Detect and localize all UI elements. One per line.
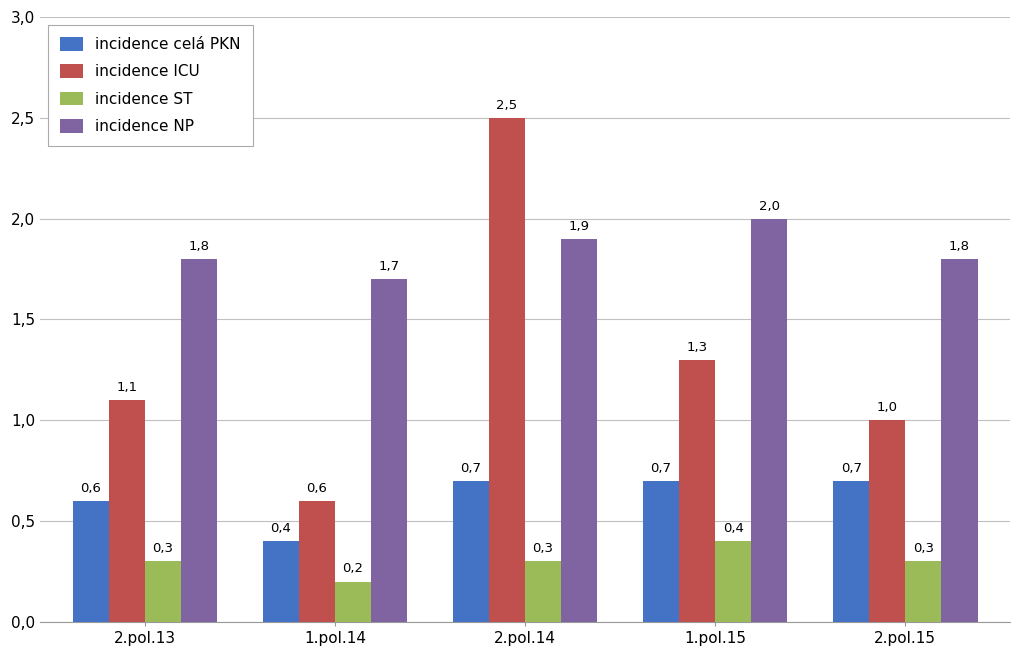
Bar: [262, 541, 299, 622]
Bar: [941, 259, 977, 622]
Text: 0,4: 0,4: [271, 522, 291, 535]
Bar: [869, 420, 906, 622]
Bar: [72, 501, 108, 622]
Bar: [489, 118, 525, 622]
Text: 0,3: 0,3: [152, 542, 174, 555]
Text: 0,4: 0,4: [723, 522, 743, 535]
Text: 0,6: 0,6: [81, 482, 101, 495]
Text: 0,2: 0,2: [342, 562, 363, 576]
Text: 1,9: 1,9: [569, 220, 590, 233]
Text: 2,5: 2,5: [496, 99, 518, 112]
Text: 2,0: 2,0: [759, 200, 780, 213]
Bar: [679, 360, 715, 622]
Text: 1,7: 1,7: [379, 260, 399, 273]
Bar: [562, 239, 597, 622]
Legend: incidence celá PKN, incidence ICU, incidence ST, incidence NP: incidence celá PKN, incidence ICU, incid…: [48, 25, 253, 146]
Text: 0,7: 0,7: [650, 462, 672, 475]
Bar: [452, 481, 489, 622]
Bar: [751, 219, 787, 622]
Text: 1,3: 1,3: [686, 341, 708, 353]
Text: 1,8: 1,8: [189, 240, 209, 253]
Bar: [299, 501, 335, 622]
Bar: [643, 481, 679, 622]
Bar: [525, 561, 562, 622]
Bar: [833, 481, 869, 622]
Bar: [715, 541, 751, 622]
Bar: [181, 259, 217, 622]
Text: 0,3: 0,3: [533, 542, 553, 555]
Bar: [371, 279, 407, 622]
Text: 1,1: 1,1: [116, 381, 137, 394]
Text: 1,8: 1,8: [949, 240, 970, 253]
Bar: [145, 561, 181, 622]
Text: 1,0: 1,0: [877, 401, 897, 414]
Text: 0,7: 0,7: [460, 462, 481, 475]
Text: 0,3: 0,3: [913, 542, 934, 555]
Text: 0,7: 0,7: [840, 462, 862, 475]
Text: 0,6: 0,6: [306, 482, 328, 495]
Bar: [335, 581, 371, 622]
Bar: [906, 561, 941, 622]
Bar: [108, 400, 145, 622]
